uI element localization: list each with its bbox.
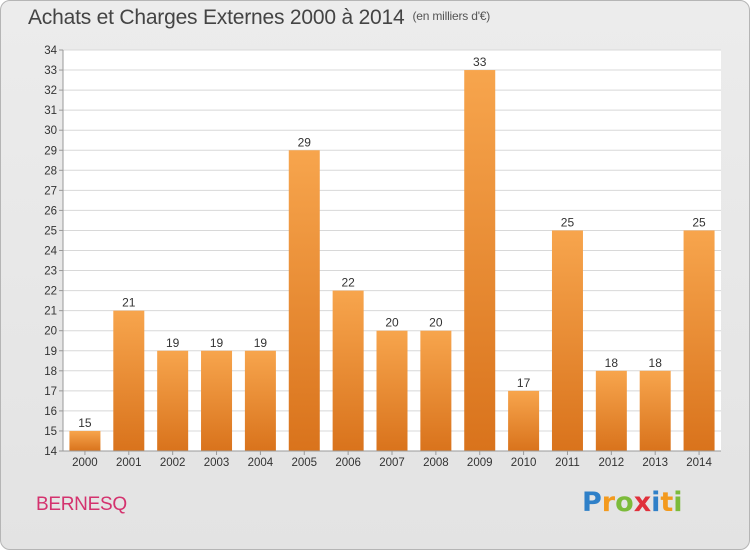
x-tick-label: 2012	[599, 457, 625, 469]
bar	[332, 290, 364, 451]
bar-value-label: 18	[605, 356, 619, 370]
bar-value-label: 19	[210, 336, 224, 350]
x-tick-label: 2009	[467, 457, 493, 469]
y-tick-label: 23	[44, 266, 57, 278]
y-tick-label: 14	[44, 446, 57, 458]
x-tick-label: 2005	[291, 457, 317, 469]
bar	[551, 230, 583, 451]
y-tick-label: 33	[44, 65, 57, 77]
logo-letter: t	[660, 487, 674, 518]
y-tick-label: 29	[44, 145, 57, 157]
bars: 15 21 19 19 19 29 22 20 20 33 17 25 18 18 25	[69, 55, 715, 452]
bar	[69, 430, 101, 451]
y-tick-label: 25	[44, 225, 57, 237]
bar-value-label: 19	[254, 336, 268, 350]
y-tick-label: 26	[44, 205, 57, 217]
x-tick-label: 2010	[511, 457, 537, 469]
x-tick-label: 2000	[72, 457, 98, 469]
x-tick-label: 2007	[379, 457, 405, 469]
bar	[244, 350, 276, 451]
y-tick-label: 32	[44, 85, 57, 97]
bar	[113, 310, 145, 451]
chart-subtitle: (en milliers d'€)	[412, 9, 491, 23]
y-tick-label: 21	[44, 306, 57, 318]
chart-title: Achats et Charges Externes 2000 à 2014 (e…	[28, 6, 490, 30]
bar-value-label: 15	[78, 416, 92, 430]
y-axis-ticks: 14 15 16 17 18 19 20 21 22 23 24 25 26 27 28 29 30 31 32 33…	[44, 45, 63, 458]
bar-value-label: 20	[385, 316, 399, 330]
chart-title-text: Achats et Charges Externes 2000 à 2014	[28, 6, 405, 29]
logo-letter: x	[633, 487, 652, 518]
bar	[639, 370, 671, 451]
y-tick-label: 16	[44, 406, 57, 418]
x-tick-label: 2011	[555, 457, 580, 469]
x-tick-label: 2004	[248, 457, 274, 469]
x-tick-label: 2002	[160, 457, 186, 469]
x-tick-label: 2008	[423, 457, 449, 469]
logo-letter: P	[582, 487, 602, 518]
y-tick-label: 34	[44, 45, 57, 57]
logo-letter: o	[615, 487, 634, 518]
y-tick-label: 31	[44, 105, 57, 117]
bar-value-label: 25	[692, 215, 706, 229]
y-tick-label: 18	[44, 366, 57, 378]
x-tick-label: 2014	[686, 457, 712, 469]
bar	[201, 350, 233, 451]
bar-value-label: 29	[298, 135, 312, 149]
y-tick-label: 27	[44, 185, 57, 197]
bar	[683, 230, 715, 451]
bar-value-label: 22	[341, 276, 355, 290]
bar-value-label: 21	[122, 296, 136, 310]
bar-value-label: 20	[429, 316, 443, 330]
x-tick-label: 2003	[204, 457, 230, 469]
bar	[157, 350, 189, 451]
bar-value-label: 19	[166, 336, 180, 350]
y-tick-label: 15	[44, 426, 57, 438]
bar-value-label: 33	[473, 55, 487, 69]
bar	[288, 150, 320, 451]
bar	[420, 330, 452, 451]
commune-name: BERNESQ	[36, 494, 127, 515]
y-tick-label: 17	[44, 386, 57, 398]
x-tick-label: 2013	[642, 457, 668, 469]
bar-value-label: 17	[517, 376, 531, 390]
y-tick-label: 20	[44, 326, 57, 338]
x-tick-label: 2001	[116, 457, 142, 469]
logo-letter: r	[601, 487, 616, 518]
x-tick-label: 2006	[335, 457, 361, 469]
y-tick-label: 24	[44, 246, 57, 258]
bar	[376, 330, 408, 451]
x-axis-ticks: 2000 2001 2002 2003 2004 2005 2006 2007 2008 2009…	[72, 451, 712, 469]
y-tick-label: 22	[44, 286, 57, 298]
y-tick-label: 28	[44, 165, 57, 177]
logo-letter: i	[651, 487, 661, 518]
bar	[508, 390, 540, 451]
bar-value-label: 25	[561, 215, 575, 229]
bar-value-label: 18	[649, 356, 663, 370]
y-tick-label: 19	[44, 346, 57, 358]
proxiti-logo: Proxiti	[582, 487, 683, 518]
y-tick-label: 30	[44, 125, 57, 137]
bar	[595, 370, 627, 451]
bar	[464, 70, 496, 452]
logo-letter: i	[673, 487, 683, 518]
